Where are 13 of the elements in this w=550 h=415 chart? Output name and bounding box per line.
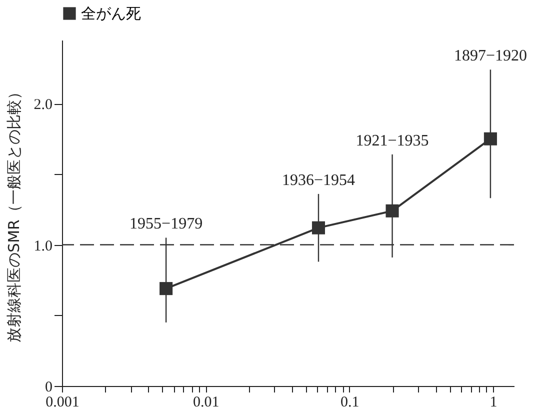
annotation: 1921−1935 — [356, 132, 429, 150]
annotation: 1897−1920 — [454, 48, 527, 65]
annotation: 1936−1954 — [282, 172, 356, 189]
x-tick-label: 0.001 — [46, 394, 80, 410]
y-tick-label: 1.0 — [34, 238, 52, 254]
x-tick-label: 0.01 — [193, 394, 220, 410]
y-tick-label: 2.0 — [34, 97, 52, 114]
annotation: 1955−1979 — [130, 216, 203, 233]
y-axis-title: 放射線科医のSMR（一般医との比較） — [4, 84, 23, 342]
x-tick-label: 0.1 — [340, 394, 360, 410]
legend-label: 全がん死 — [81, 4, 141, 22]
y-tick-label: 0 — [45, 380, 52, 396]
x-tick-label: 1 — [490, 394, 498, 410]
